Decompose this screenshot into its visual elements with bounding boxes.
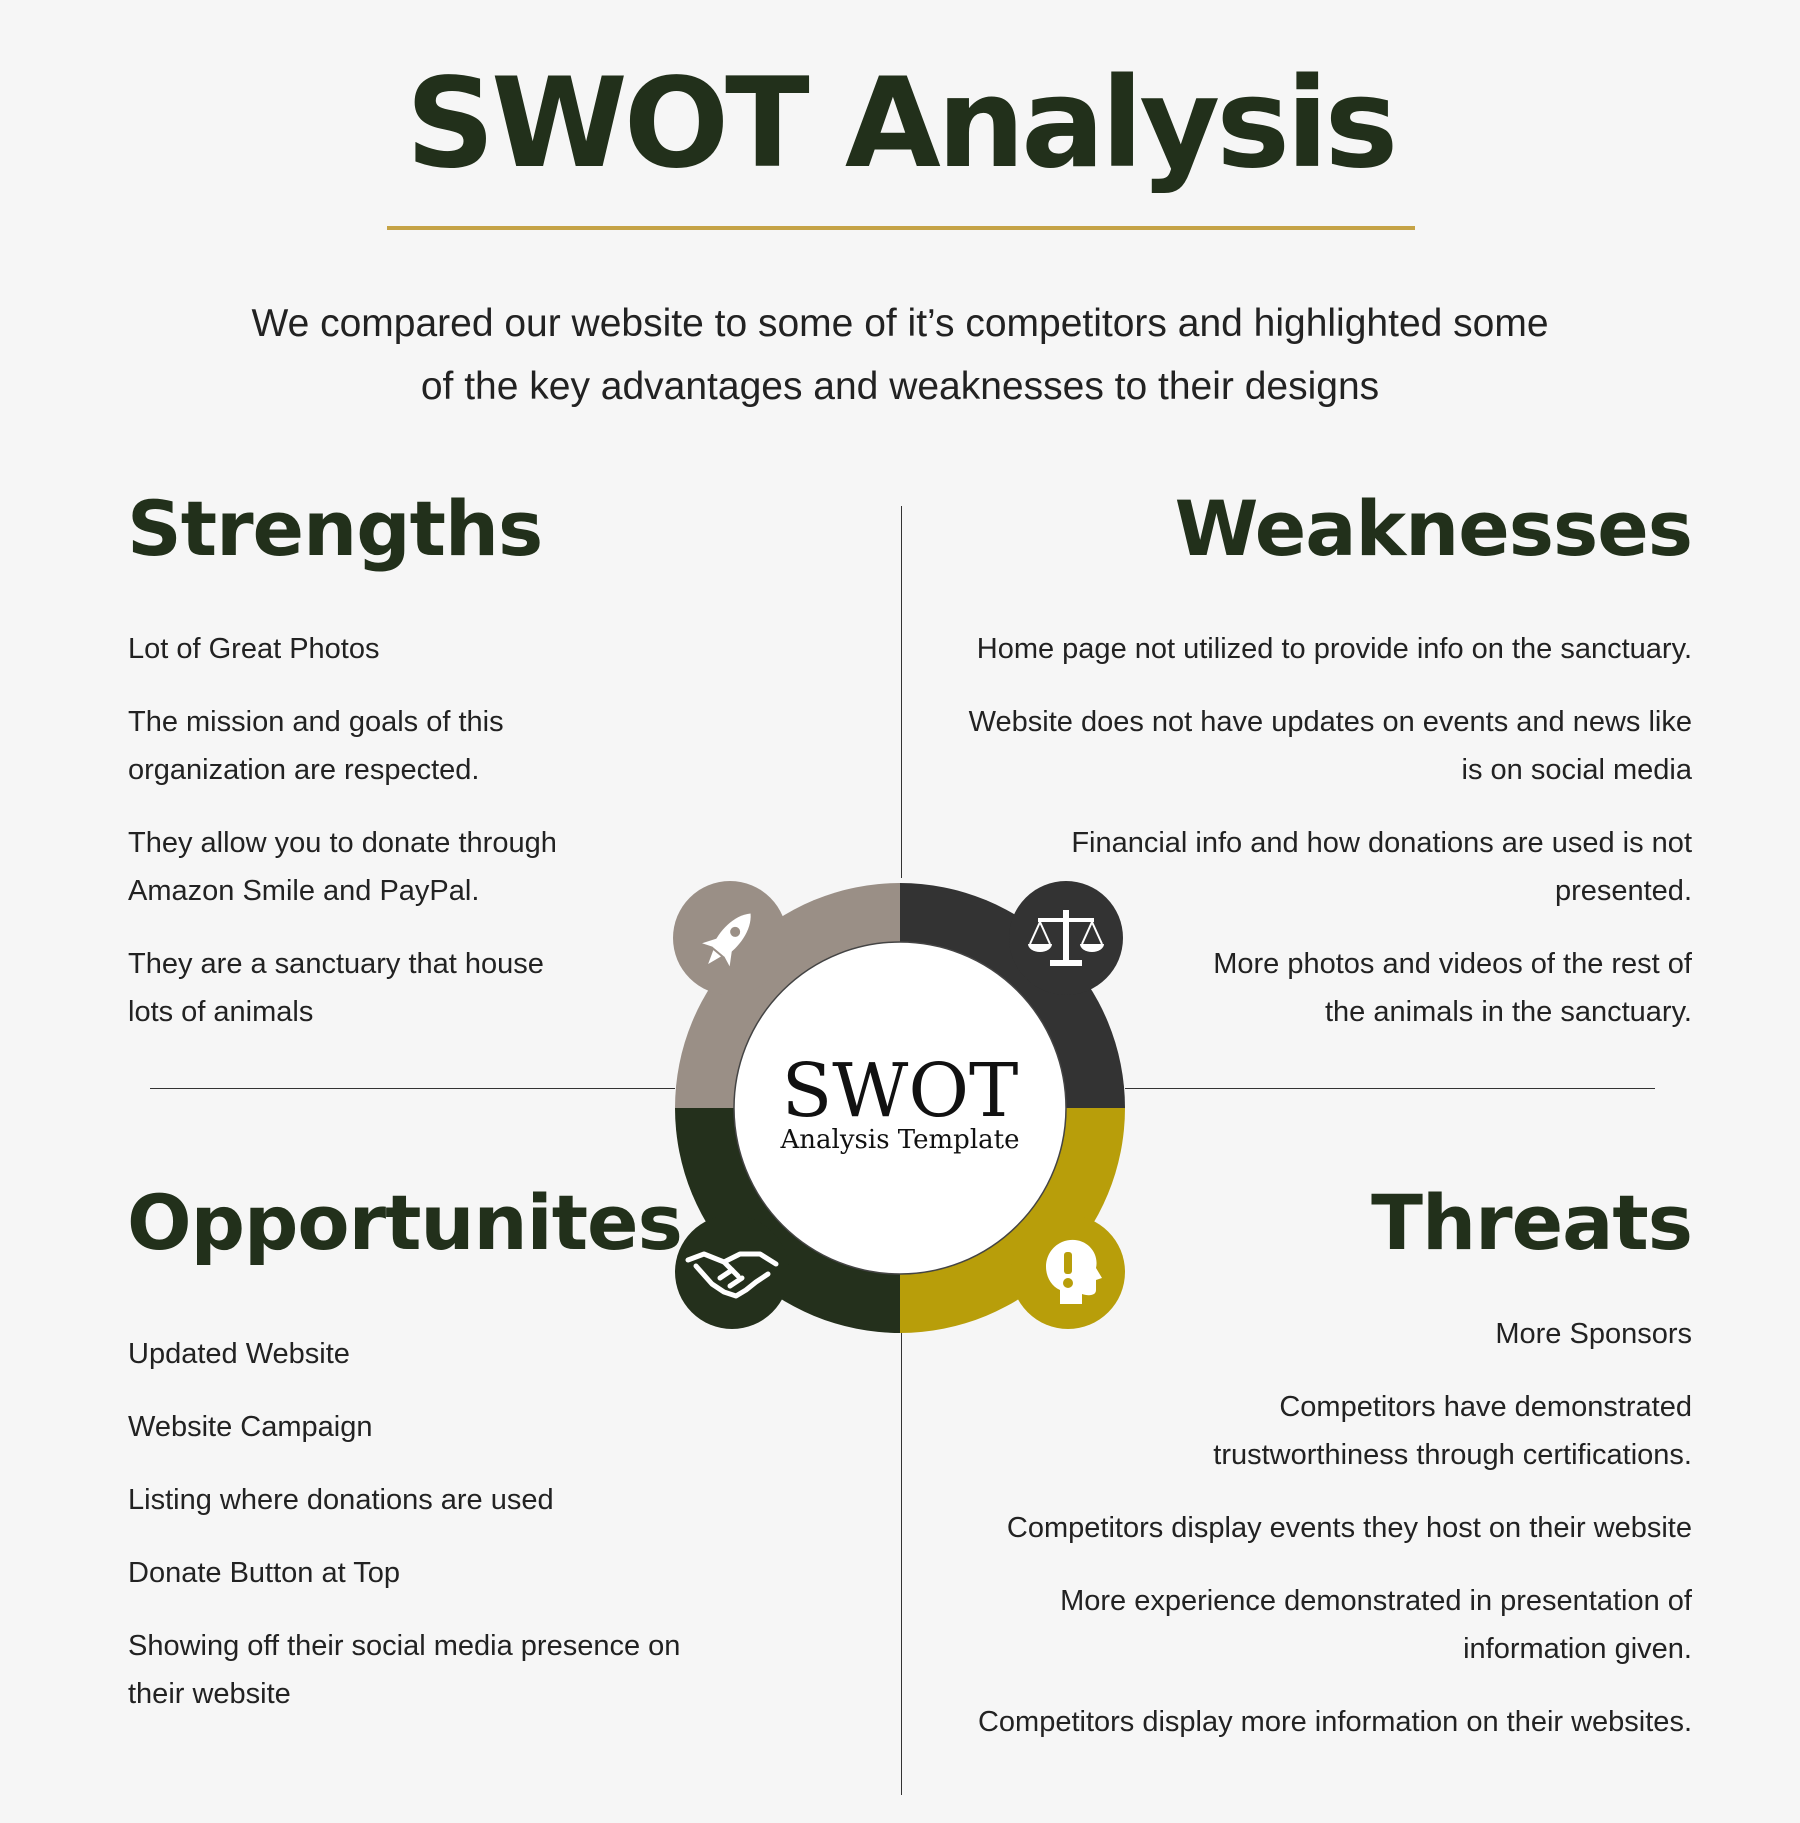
item-text-line: Amazon Smile and PayPal. (128, 875, 480, 907)
weaknesses-item: Home page not utilized to provide info o… (880, 625, 1692, 673)
subtitle-line-2: of the key advantages and weaknesses to … (420, 365, 1380, 408)
strengths-heading: Strengths (127, 484, 543, 573)
item-text-line: Showing off their social media presence … (128, 1630, 681, 1662)
opportunities-item: Showing off their social media presence … (128, 1622, 768, 1718)
threats-item: More Sponsors (880, 1310, 1692, 1358)
vertical-divider-bottom (901, 1328, 902, 1795)
item-text-line: Listing where donations are used (128, 1484, 554, 1516)
item-text-line: the animals in the sanctuary. (1325, 996, 1692, 1028)
item-text-line: Competitors display more information on … (977, 1706, 1692, 1738)
strengths-item: They are a sanctuary that house lots of a… (128, 940, 728, 1036)
item-text-line: Competitors display events they host on … (1006, 1512, 1692, 1544)
weaknesses-item: More photos and videos of the rest of the… (880, 940, 1692, 1036)
center-subtitle-text: Analysis Template (780, 1125, 1020, 1155)
horizontal-divider-left (150, 1088, 675, 1089)
opportunities-item: Updated Website (128, 1330, 768, 1378)
strengths-list: Lot of Great Photos The mission and goals… (128, 625, 728, 1061)
opportunities-list: Updated Website Website Campaign Listing w… (128, 1330, 768, 1743)
center-swot-text: SWOT (782, 1048, 1019, 1134)
item-text-line: presented. (1554, 875, 1692, 907)
item-text-line: Financial info and how donations are use… (1071, 827, 1692, 859)
weaknesses-item: Website does not have updates on events … (880, 698, 1692, 794)
item-text-line: information given. (1463, 1633, 1692, 1665)
item-text-line: Website does not have updates on events … (968, 706, 1692, 738)
page-title: SWOT Analysis (405, 52, 1399, 196)
item-text-line: lots of animals (128, 996, 314, 1028)
strengths-item: Lot of Great Photos (128, 625, 728, 673)
weaknesses-list: Home page not utilized to provide info o… (880, 625, 1692, 1061)
alert-head-icon (1046, 1239, 1102, 1304)
item-text-line: More experience demonstrated in presenta… (1060, 1585, 1692, 1617)
item-text-line: The mission and goals of this (128, 706, 504, 738)
page-subtitle: We compared our website to some of it’s … (150, 292, 1650, 418)
item-text-line: Updated Website (128, 1338, 350, 1370)
item-text-line: trustworthiness through certifications. (1213, 1439, 1692, 1471)
item-text-line: Home page not utilized to provide info o… (976, 633, 1692, 665)
item-text-line: They allow you to donate through (128, 827, 557, 859)
threats-item: Competitors display events they host on … (880, 1504, 1692, 1552)
opportunities-item: Website Campaign (128, 1403, 768, 1451)
weaknesses-heading: Weaknesses (1174, 484, 1693, 573)
center-disc (733, 941, 1067, 1275)
threats-item: More experience demonstrated in presenta… (880, 1577, 1692, 1673)
item-text-line: Donate Button at Top (128, 1557, 400, 1589)
item-text-line: Competitors have demonstrated (1279, 1391, 1692, 1423)
strengths-item: The mission and goals of this organizatio… (128, 698, 728, 794)
threats-heading: Threats (1371, 1178, 1693, 1267)
opportunities-item: Donate Button at Top (128, 1549, 768, 1597)
item-text-line: Lot of Great Photos (128, 633, 380, 665)
vertical-divider-top (901, 506, 902, 878)
strengths-item: They allow you to donate through Amazon S… (128, 819, 728, 915)
threats-item: Competitors have demonstrated trustworthi… (880, 1383, 1692, 1479)
scales-icon (1028, 910, 1104, 966)
item-text-line: their website (128, 1678, 291, 1710)
threats-list: More Sponsors Competitors have demonstrat… (880, 1310, 1692, 1771)
item-text-line: More Sponsors (1495, 1318, 1692, 1350)
item-text-line: organization are respected. (128, 754, 480, 786)
subtitle-line-1: We compared our website to some of it’s … (251, 302, 1549, 345)
item-text-line: They are a sanctuary that house (128, 948, 544, 980)
horizontal-divider-right (1125, 1088, 1655, 1089)
title-underline (387, 226, 1415, 230)
opportunities-heading: Opportunites (127, 1178, 683, 1267)
item-text-line: More photos and videos of the rest of (1213, 948, 1692, 980)
item-text-line: Website Campaign (128, 1411, 373, 1443)
handshake-icon (685, 1251, 779, 1299)
weaknesses-item: Financial info and how donations are use… (880, 819, 1692, 915)
opportunities-item: Listing where donations are used (128, 1476, 768, 1524)
swot-ring-diagram: SWOT Analysis Template (673, 881, 1125, 1333)
item-text-line: is on social media (1461, 754, 1693, 786)
rocket-icon (702, 913, 751, 967)
threats-item: Competitors display more information on … (880, 1698, 1692, 1746)
